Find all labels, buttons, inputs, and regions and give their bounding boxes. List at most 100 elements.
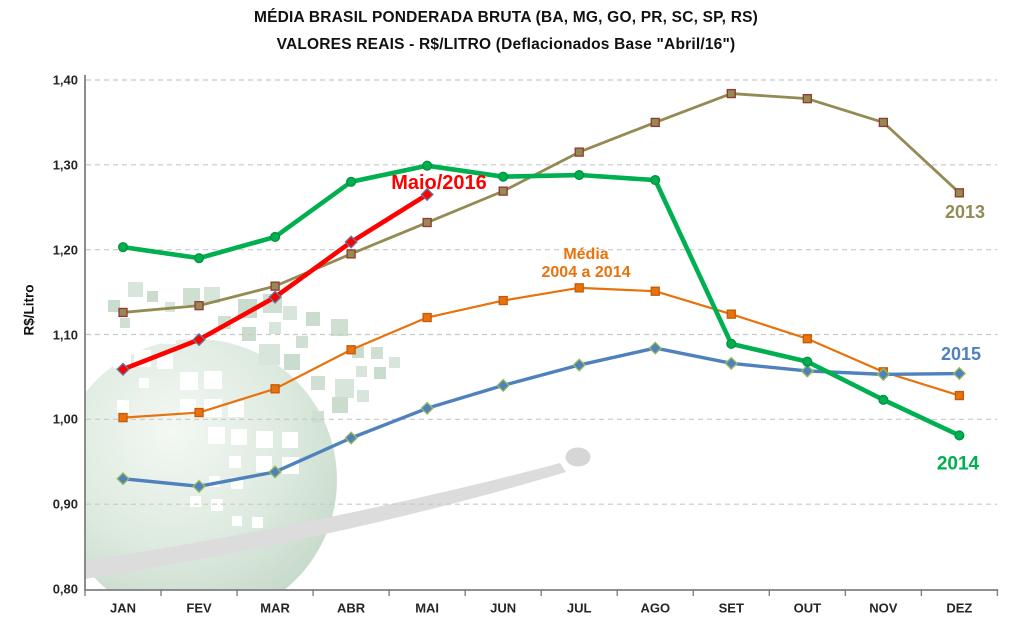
data-point-2015 xyxy=(420,401,434,416)
data-point-media_2004_2014 xyxy=(118,412,128,423)
data-point-maio_2016 xyxy=(344,235,358,249)
data-point-2014 xyxy=(878,394,889,405)
watermark-square xyxy=(311,376,325,390)
watermark-square xyxy=(180,399,196,415)
x-tick-label-set: SET xyxy=(718,600,744,616)
data-point-2014 xyxy=(498,171,509,182)
data-point-media_2004_2014 xyxy=(270,384,280,394)
x-tick-label-jul: JUL xyxy=(566,600,592,616)
data-point-media_2004_2014 xyxy=(574,283,584,293)
data-point-2015 xyxy=(572,358,586,372)
data-point-maio_2016 xyxy=(192,332,206,347)
watermark-square xyxy=(157,353,173,369)
data-point-2014 xyxy=(422,160,433,171)
watermark-square xyxy=(183,288,200,305)
data-point-2015 xyxy=(116,471,130,486)
watermark-swoosh xyxy=(85,463,566,579)
x-tick-label-fev: FEV xyxy=(186,600,212,616)
x-tick-label-mai: MAI xyxy=(415,600,440,616)
y-tick-label: 1,00 xyxy=(52,411,78,427)
data-point-media_2004_2014 xyxy=(726,309,736,319)
y-tick-label: 1,30 xyxy=(52,157,78,173)
x-tick-label-nov: NOV xyxy=(869,600,898,616)
watermark-square xyxy=(232,516,242,526)
data-point-2013 xyxy=(194,301,204,311)
watermark-square xyxy=(282,432,298,448)
data-point-2014 xyxy=(346,176,357,187)
watermark-square xyxy=(162,330,176,344)
series-lines xyxy=(116,88,967,494)
series-line-media_2004_2014 xyxy=(121,286,961,419)
x-tick-label-out: OUT xyxy=(793,600,822,616)
watermark-square xyxy=(229,456,241,468)
chart-title: MÉDIA BRASIL PONDERADA BRUTA (BA, MG, GO… xyxy=(254,9,758,26)
watermark-square xyxy=(180,372,198,390)
watermark-square xyxy=(356,366,367,377)
data-point-2014 xyxy=(194,253,205,264)
data-point-media_2004_2014 xyxy=(802,334,812,344)
watermark-square xyxy=(231,429,247,445)
data-point-2015 xyxy=(648,341,662,355)
watermark-square xyxy=(371,347,383,359)
y-tick-label: 0,90 xyxy=(52,496,78,512)
data-point-2013 xyxy=(726,88,736,99)
data-point-maio_2016 xyxy=(420,187,434,202)
data-point-2014 xyxy=(270,231,281,242)
data-point-2014 xyxy=(726,338,737,349)
series-line-2015 xyxy=(121,346,962,489)
chart-subtitle: VALORES REAIS - R$/LITRO (Deflacionados … xyxy=(276,36,736,53)
x-tick-label-abr: ABR xyxy=(337,600,366,616)
data-point-2014 xyxy=(650,175,661,186)
data-point-maio_2016 xyxy=(116,362,130,377)
data-point-media_2004_2014 xyxy=(498,295,508,306)
background-watermark-globe xyxy=(85,282,591,590)
gridlines xyxy=(86,79,998,505)
x-tick-label-dez: DEZ xyxy=(946,600,973,616)
data-point-2015 xyxy=(268,465,282,479)
data-point-media_2004_2014 xyxy=(194,407,204,418)
watermark-square xyxy=(374,367,386,379)
data-point-2015 xyxy=(344,431,358,445)
watermark-square xyxy=(204,287,220,303)
data-point-2013 xyxy=(574,147,584,157)
series-label-maio_2016: Maio/2016 xyxy=(391,171,487,194)
watermark-square xyxy=(306,312,320,326)
data-point-2015 xyxy=(496,378,510,393)
series-line-2014 xyxy=(120,163,962,438)
data-point-2013 xyxy=(878,117,888,128)
y-tick-label: 1,20 xyxy=(52,242,78,258)
data-point-media_2004_2014 xyxy=(954,390,965,401)
data-point-2013 xyxy=(498,186,508,196)
x-tick-label-ago: AGO xyxy=(640,600,671,616)
x-tick-label-jan: JAN xyxy=(110,600,137,616)
data-point-2015 xyxy=(724,356,739,371)
watermark-square xyxy=(190,496,201,507)
watermark-square xyxy=(147,291,158,302)
watermark-square xyxy=(252,517,263,528)
x-tick-label-jun: JUN xyxy=(490,600,517,616)
data-point-2014 xyxy=(802,356,813,367)
watermark-dot xyxy=(565,447,591,467)
watermark-square xyxy=(312,411,324,423)
watermark-square xyxy=(139,378,149,388)
watermark-square xyxy=(209,476,220,487)
watermark-square xyxy=(228,401,244,417)
data-point-2013 xyxy=(802,94,812,104)
series-label-media_2004_2014: Média 2004 a 2014 xyxy=(541,246,631,281)
data-point-media_2004_2014 xyxy=(346,345,356,355)
series-label-2013: 2013 xyxy=(944,201,986,222)
data-point-2014 xyxy=(574,169,585,181)
watermark-square xyxy=(208,427,225,444)
series-line-2013 xyxy=(121,92,961,314)
data-point-maio_2016 xyxy=(268,290,282,304)
data-point-2014 xyxy=(954,430,965,441)
y-tick-label: 1,40 xyxy=(52,72,78,88)
watermark-square xyxy=(357,390,369,402)
watermark-square xyxy=(256,456,272,472)
series-label-2014: 2014 xyxy=(936,453,980,475)
watermark-square xyxy=(211,499,223,511)
watermark-square xyxy=(113,350,131,368)
data-point-2015 xyxy=(876,367,891,382)
data-point-2015 xyxy=(800,364,815,378)
